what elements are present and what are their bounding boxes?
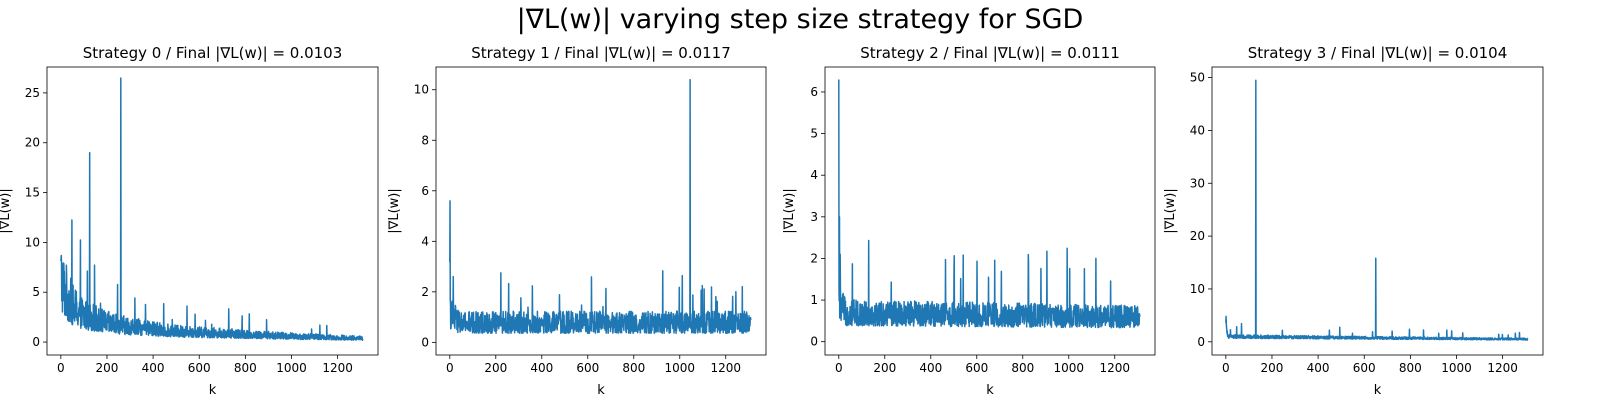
x-tick-label: 600 — [576, 361, 599, 375]
plot-area — [60, 77, 364, 341]
x-tick-label: 800 — [622, 361, 645, 375]
x-axis: 0 200 400 600 800 1000 1200 — [835, 355, 1130, 375]
x-tick-label: 1200 — [710, 361, 741, 375]
y-tick-label: 15 — [25, 186, 40, 200]
y-tick-label: 8 — [421, 133, 429, 147]
series-line — [449, 78, 752, 335]
y-tick-label: 6 — [421, 184, 429, 198]
x-tick-label: 1000 — [664, 361, 695, 375]
x-axis: 0 200 400 600 800 1000 1200 — [57, 355, 353, 375]
x-axis: 0 200 400 600 800 1000 1200 — [1222, 355, 1518, 375]
y-tick-label: 0 — [1197, 335, 1205, 349]
x-tick-label: 600 — [1353, 361, 1376, 375]
panel-title: Strategy 0 / Final |∇L(w)| = 0.0103 — [83, 44, 343, 62]
x-tick-label: 1200 — [1099, 361, 1130, 375]
y-tick-label: 50 — [1190, 71, 1205, 85]
y-tick-label: 2 — [810, 251, 818, 265]
y-tick-label: 0 — [32, 335, 40, 349]
y-tick-label: 30 — [1190, 176, 1205, 190]
y-tick-label: 40 — [1190, 123, 1205, 137]
y-axis-label: |∇L(w)| — [387, 188, 402, 233]
x-tick-label: 1000 — [1441, 361, 1472, 375]
x-axis-label: k — [986, 383, 994, 398]
y-axis: 0 1 2 3 4 5 6 — [810, 85, 825, 349]
x-tick-label: 400 — [142, 361, 165, 375]
x-axis-label: k — [1374, 383, 1382, 398]
y-axis: 0 10 20 30 40 50 — [1190, 71, 1212, 349]
panel-3: Strategy 3 / Final |∇L(w)| = 0.0104 0 200… — [1163, 44, 1544, 398]
x-tick-label: 1200 — [322, 361, 353, 375]
x-axis-label: k — [209, 383, 217, 398]
y-tick-label: 5 — [32, 285, 40, 299]
series-line — [838, 79, 1141, 329]
panel-1: Strategy 1 / Final |∇L(w)| = 0.0117 0 200… — [387, 44, 767, 398]
y-tick-label: 10 — [414, 83, 429, 97]
axes-frame — [46, 66, 379, 356]
y-tick-label: 4 — [810, 168, 818, 182]
axes-frame — [435, 66, 767, 356]
y-axis-label: |∇L(w)| — [1163, 188, 1178, 233]
panel-title: Strategy 2 / Final |∇L(w)| = 0.0111 — [860, 44, 1120, 62]
panel-title: Strategy 1 / Final |∇L(w)| = 0.0117 — [471, 44, 731, 62]
x-tick-label: 1000 — [1053, 361, 1084, 375]
y-tick-label: 2 — [421, 285, 429, 299]
plot-area — [838, 79, 1141, 329]
x-tick-label: 200 — [873, 361, 896, 375]
x-tick-label: 600 — [965, 361, 988, 375]
x-tick-label: 800 — [1399, 361, 1422, 375]
axes-frame — [1211, 66, 1544, 356]
x-tick-label: 400 — [919, 361, 942, 375]
x-axis-label: k — [597, 383, 605, 398]
y-axis: 0 5 10 15 20 25 — [25, 86, 47, 349]
y-tick-label: 0 — [810, 335, 818, 349]
y-axis-label: |∇L(w)| — [0, 188, 13, 233]
x-tick-label: 1000 — [276, 361, 307, 375]
series-line — [60, 77, 364, 341]
panel-2: Strategy 2 / Final |∇L(w)| = 0.0111 0 200… — [782, 44, 1156, 398]
x-tick-label: 200 — [1261, 361, 1284, 375]
x-tick-label: 400 — [1307, 361, 1330, 375]
x-tick-label: 800 — [234, 361, 257, 375]
y-tick-label: 25 — [25, 86, 40, 100]
x-tick-label: 800 — [1011, 361, 1034, 375]
y-tick-label: 20 — [1190, 229, 1205, 243]
x-tick-label: 0 — [57, 361, 65, 375]
y-tick-label: 0 — [421, 335, 429, 349]
y-tick-label: 1 — [810, 293, 818, 307]
y-tick-label: 10 — [25, 235, 40, 249]
y-tick-label: 4 — [421, 234, 429, 248]
y-tick-label: 5 — [810, 127, 818, 141]
axes-frame — [824, 66, 1156, 356]
y-tick-label: 20 — [25, 136, 40, 150]
series-line — [1225, 79, 1529, 341]
y-axis-label: |∇L(w)| — [782, 188, 797, 233]
x-tick-label: 1200 — [1487, 361, 1518, 375]
x-tick-label: 0 — [835, 361, 843, 375]
x-tick-label: 0 — [1222, 361, 1230, 375]
y-tick-label: 6 — [810, 85, 818, 99]
panel-title: Strategy 3 / Final |∇L(w)| = 0.0104 — [1248, 44, 1508, 62]
plot-area — [449, 78, 752, 335]
x-tick-label: 400 — [530, 361, 553, 375]
x-tick-label: 200 — [484, 361, 507, 375]
plot-area — [1225, 79, 1529, 341]
panel-0: Strategy 0 / Final |∇L(w)| = 0.0103 0 200… — [0, 44, 379, 398]
figure-title: |∇L(w)| varying step size strategy for S… — [516, 4, 1084, 35]
y-tick-label: 3 — [810, 210, 818, 224]
x-tick-label: 600 — [188, 361, 211, 375]
y-tick-label: 10 — [1190, 282, 1205, 296]
x-axis: 0 200 400 600 800 1000 1200 — [446, 355, 741, 375]
y-axis: 0 2 4 6 8 10 — [414, 83, 436, 349]
x-tick-label: 200 — [96, 361, 119, 375]
x-tick-label: 0 — [446, 361, 454, 375]
